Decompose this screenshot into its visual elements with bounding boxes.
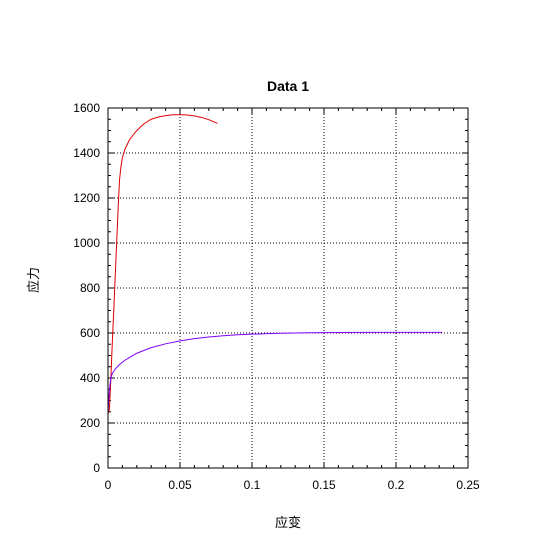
y-tick-label: 0 [93,461,100,475]
y-tick-label: 1000 [73,236,100,250]
y-axis-label: 应力 [26,267,42,293]
x-tick-label: 0.2 [388,478,405,492]
x-tick-label: 0.05 [168,478,192,492]
x-tick-label: 0.15 [312,478,336,492]
y-tick-label: 600 [80,326,100,340]
x-axis-label: 应变 [275,515,301,531]
series-line-2 [107,331,443,413]
chart-title: Data 1 [267,78,309,94]
y-tick-label: 1600 [73,101,100,115]
series-line-1 [107,114,218,415]
x-tick-label: 0.25 [456,478,480,492]
y-tick-label: 1400 [73,146,100,160]
y-tick-label: 400 [80,371,100,385]
series-layer [107,114,443,415]
tick-layer: 0 0.05 0.1 0.15 0.2 0.25 0 200 400 600 800 1000 1200… [73,101,480,492]
y-tick-label: 800 [80,281,100,295]
x-tick-label: 0 [105,478,112,492]
grid-layer [108,108,468,468]
plot-frame [107,107,469,469]
y-tick-label: 200 [80,416,100,430]
y-tick-label: 1200 [73,191,100,205]
x-tick-label: 0.1 [244,478,261,492]
